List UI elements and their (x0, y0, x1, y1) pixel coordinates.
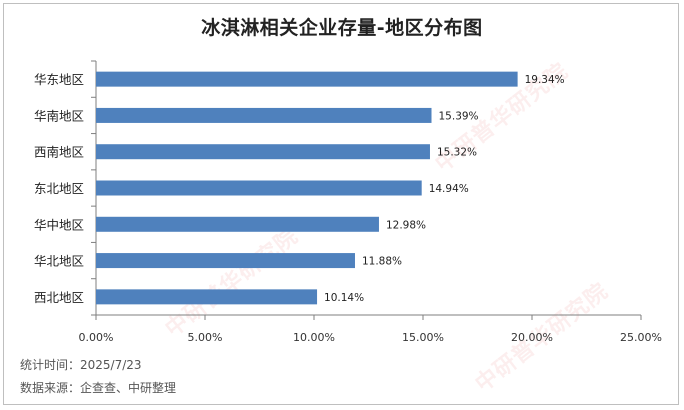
category-label: 华南地区 (34, 108, 84, 123)
x-tick-label: 10.00% (293, 331, 335, 344)
x-tick-label: 20.00% (511, 331, 553, 344)
data-label: 11.88% (362, 256, 402, 268)
bar (96, 180, 422, 196)
category-label: 华中地区 (34, 217, 84, 232)
chart-title: 冰淇淋相关企业存量-地区分布图 (201, 17, 483, 39)
x-tick-label: 15.00% (402, 331, 444, 344)
category-label: 华北地区 (34, 254, 84, 269)
x-tick-label: 25.00% (620, 331, 662, 344)
bar (96, 216, 379, 232)
chart-frame (3, 3, 679, 405)
x-tick-label: 0.00% (79, 331, 114, 344)
category-label: 华东地区 (34, 72, 84, 87)
bar (96, 107, 432, 123)
category-label: 西北地区 (34, 290, 84, 305)
data-source: 数据来源：企查查、中研整理 (20, 381, 177, 395)
stat-time: 统计时间：2025/7/23 (20, 358, 142, 372)
data-label: 15.32% (437, 147, 477, 159)
data-label: 12.98% (386, 219, 426, 231)
bar (96, 253, 355, 269)
category-label: 东北地区 (34, 181, 84, 196)
data-label: 15.39% (439, 110, 479, 122)
data-label: 10.14% (324, 292, 364, 304)
data-label: 19.34% (525, 74, 565, 86)
bar (96, 71, 518, 87)
data-label: 14.94% (429, 183, 469, 195)
category-label: 西南地区 (34, 145, 84, 160)
x-tick-label: 5.00% (188, 331, 223, 344)
bar (96, 289, 318, 305)
bar (96, 144, 430, 160)
